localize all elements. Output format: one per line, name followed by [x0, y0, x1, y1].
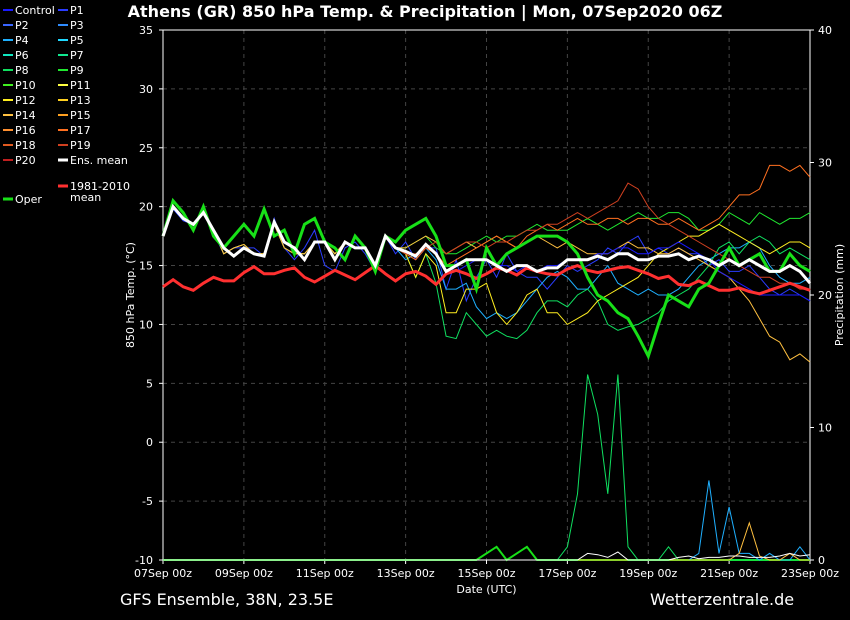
legend-label-p12: P12	[15, 94, 36, 107]
legend-label-oper: Oper	[15, 193, 42, 206]
legend-label-p1: P1	[70, 4, 84, 17]
legend-label-control: Control	[15, 4, 55, 17]
legend-label-ens-mean: Ens. mean	[70, 154, 128, 167]
legend-label-p20: P20	[15, 154, 36, 167]
temp-line-1981-2010-mean	[162, 263, 811, 296]
y2-tick-label: 30	[818, 157, 832, 170]
temp-line-ens-mean	[161, 203, 812, 285]
legend-label-climatology: 1981-2010	[70, 180, 130, 193]
x-tick-label: 23Sep 00z	[781, 567, 839, 580]
legend-label-p14: P14	[15, 109, 36, 122]
y-tick-label: 30	[139, 83, 153, 96]
y-tick-label: 15	[139, 260, 153, 273]
x-tick-label: 09Sep 00z	[215, 567, 273, 580]
source-credit: Wetterzentrale.de	[650, 590, 795, 609]
y-tick-label: -10	[135, 554, 153, 567]
legend-label-p10: P10	[15, 79, 36, 92]
x-tick-label: 11Sep 00z	[296, 567, 354, 580]
y-tick-label: 5	[146, 377, 153, 390]
y-tick-label: 20	[139, 201, 153, 214]
legend-label-p15: P15	[70, 109, 91, 122]
y-tick-label: 35	[139, 24, 153, 37]
x-tick-label: 15Sep 00z	[458, 567, 516, 580]
precip-line-p8	[163, 374, 810, 561]
x-axis-label: Date (UTC)	[456, 583, 516, 596]
legend-label-p4: P4	[15, 34, 29, 47]
y2-tick-label: 20	[818, 289, 832, 302]
legend-label-p16: P16	[15, 124, 36, 137]
legend-label-p3: P3	[70, 19, 84, 32]
y2-axis-label: Precipitation (mm)	[833, 244, 846, 346]
legend-label-p17: P17	[70, 124, 91, 137]
legend-label-p11: P11	[70, 79, 91, 92]
precip-line-ens-mean	[163, 551, 811, 561]
legend-label-p9: P9	[70, 64, 84, 77]
legend-label-climatology-2: mean	[70, 191, 101, 204]
legend-label-p6: P6	[15, 49, 29, 62]
legend-label-p8: P8	[15, 64, 29, 77]
y-tick-label: 10	[139, 318, 153, 331]
y-tick-label: 25	[139, 142, 153, 155]
y-tick-label: -5	[142, 495, 153, 508]
x-tick-label: 17Sep 00z	[538, 567, 596, 580]
legend-label-p19: P19	[70, 139, 91, 152]
y-axis-label: 850 hPa Temp. (°C)	[124, 242, 137, 348]
model-info: GFS Ensemble, 38N, 23.5E	[120, 590, 334, 609]
legend-label-p13: P13	[70, 94, 91, 107]
x-tick-label: 07Sep 00z	[134, 567, 192, 580]
y2-tick-label: 40	[818, 24, 832, 37]
legend-label-p5: P5	[70, 34, 84, 47]
x-tick-label: 19Sep 00z	[619, 567, 677, 580]
y2-tick-label: 0	[818, 554, 825, 567]
precip-line-p14	[163, 521, 810, 561]
x-tick-label: 13Sep 00z	[377, 567, 435, 580]
legend-label-p7: P7	[70, 49, 84, 62]
x-tick-label: 21Sep 00z	[700, 567, 758, 580]
y2-tick-label: 10	[818, 422, 832, 435]
y-tick-label: 0	[146, 436, 153, 449]
temp-line-oper	[161, 197, 811, 361]
chart-title: Athens (GR) 850 hPa Temp. & Precipitatio…	[127, 2, 723, 21]
legend-label-p18: P18	[15, 139, 36, 152]
legend-label-p2: P2	[15, 19, 29, 32]
